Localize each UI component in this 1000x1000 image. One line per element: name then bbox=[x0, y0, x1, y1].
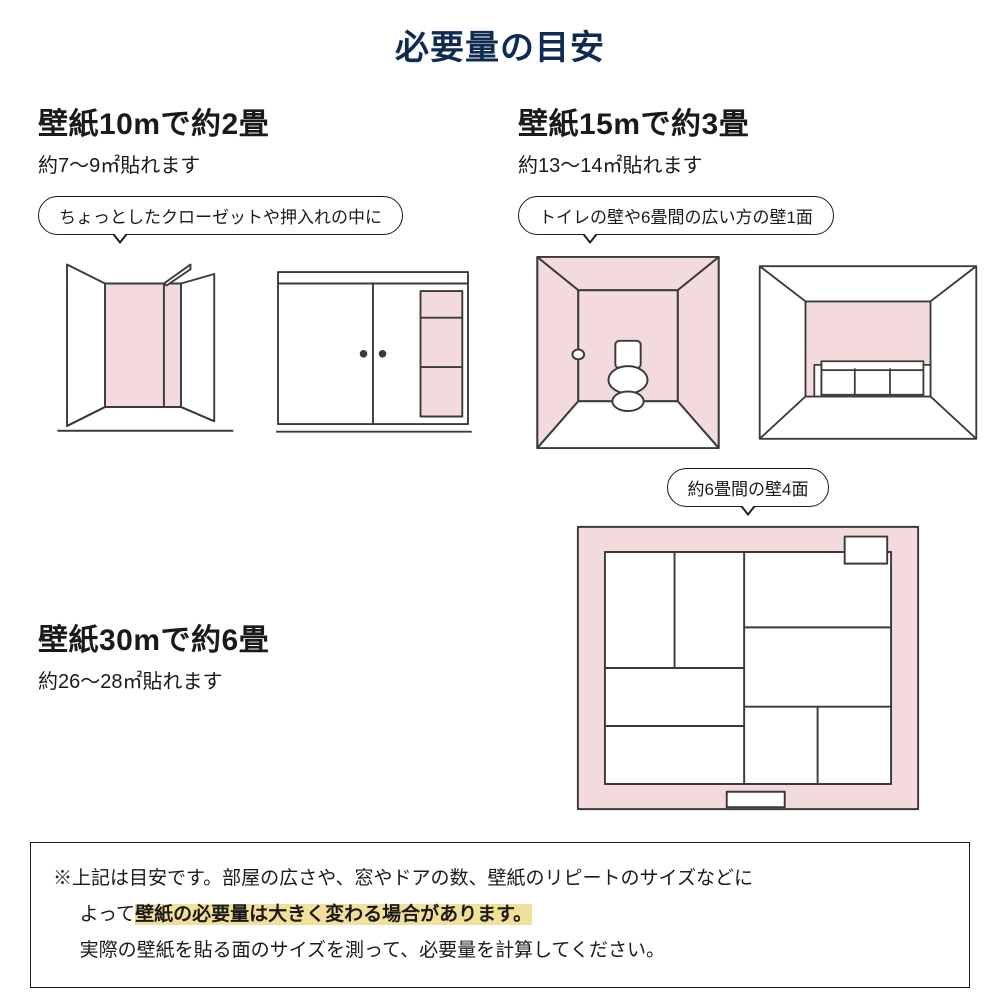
page-title: 必要量の目安 bbox=[0, 0, 1000, 69]
sections-grid: 壁紙10mで約2畳 約7〜9㎡貼れます ちょっとしたクローゼットや押入れの中に bbox=[0, 69, 1000, 818]
section-sub: 約26〜28㎡貼れます bbox=[38, 665, 478, 694]
section-heading: 壁紙15mで約3畳 bbox=[518, 99, 978, 143]
toilet-illustration bbox=[518, 255, 738, 450]
note-box: ※上記は目安です。部屋の広さや、窓やドアの数、壁紙のリピートのサイズなどに よっ… bbox=[30, 842, 970, 988]
room-wall-illustration bbox=[758, 255, 978, 450]
speech-bubble: トイレの壁や6畳間の広い方の壁1面 bbox=[518, 196, 834, 235]
speech-bubble: 約6畳間の壁4面 bbox=[667, 468, 830, 507]
section-10m: 壁紙10mで約2畳 約7〜9㎡貼れます ちょっとしたクローゼットや押入れの中に bbox=[38, 99, 478, 450]
illustration-wrap bbox=[518, 523, 978, 818]
section-sub: 約7〜9㎡貼れます bbox=[38, 149, 478, 178]
room-floorplan-illustration bbox=[568, 523, 928, 813]
illustration-row bbox=[38, 255, 478, 445]
section-30m: 壁紙30mで約6畳 約26〜28㎡貼れます bbox=[38, 575, 478, 694]
note-line-1: ※上記は目安です。部屋の広さや、窓やドアの数、壁紙のリピートのサイズなどに bbox=[53, 861, 947, 897]
note-highlight: 壁紙の必要量は大きく変わる場合があります。 bbox=[135, 904, 532, 925]
section-heading: 壁紙10mで約2畳 bbox=[38, 99, 478, 143]
closet-illustration bbox=[38, 255, 248, 445]
speech-bubble: ちょっとしたクローゼットや押入れの中に bbox=[38, 196, 403, 235]
section-sub: 約13〜14㎡貼れます bbox=[518, 149, 978, 178]
note-line-3: 実際の壁紙を貼る面のサイズを測って、必要量を計算してください。 bbox=[53, 933, 947, 969]
section-6tatami: 約6畳間の壁4面 bbox=[518, 450, 978, 818]
section-15m: 壁紙15mで約3畳 約13〜14㎡貼れます トイレの壁や6畳間の広い方の壁1面 bbox=[518, 99, 978, 450]
note-line-2: よって壁紙の必要量は大きく変わる場合があります。 bbox=[53, 897, 947, 933]
cabinet-illustration bbox=[268, 255, 478, 445]
note-line-2-prefix: よって bbox=[80, 904, 135, 925]
section-heading: 壁紙30mで約6畳 bbox=[38, 615, 478, 659]
illustration-row bbox=[518, 255, 978, 450]
